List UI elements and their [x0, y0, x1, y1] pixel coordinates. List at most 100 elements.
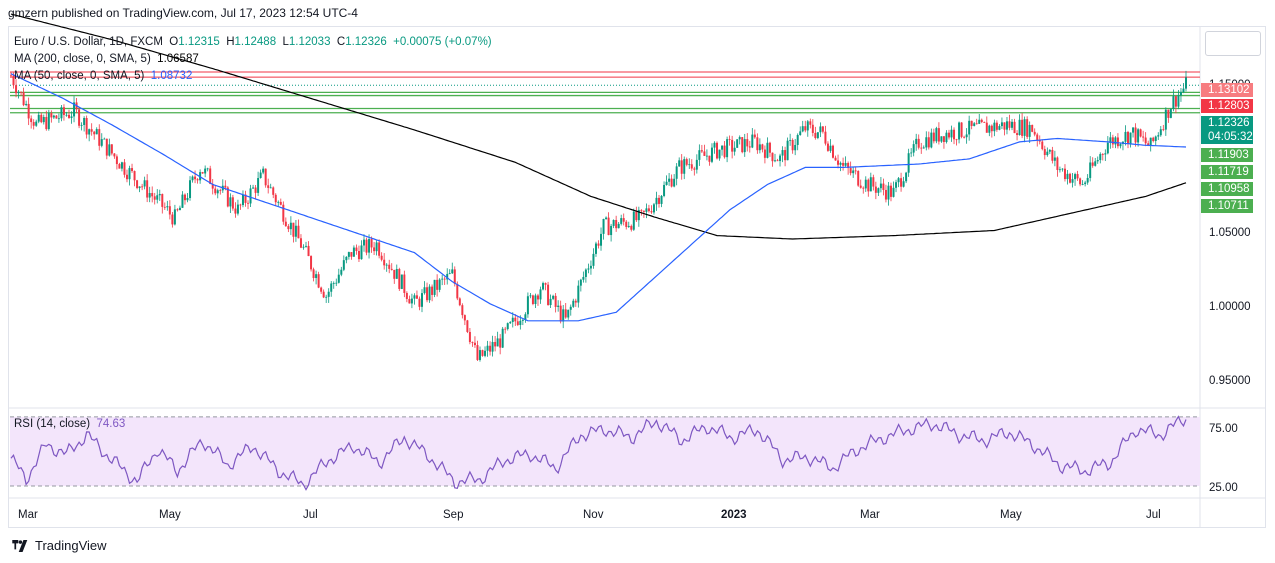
candle[interactable]	[940, 136, 943, 142]
candle[interactable]	[274, 194, 277, 203]
candle[interactable]	[388, 264, 391, 269]
candle[interactable]	[166, 206, 169, 208]
candle[interactable]	[627, 225, 630, 227]
candle[interactable]	[746, 139, 749, 147]
candle[interactable]	[206, 168, 209, 170]
candle[interactable]	[1116, 137, 1119, 147]
candle[interactable]	[446, 273, 449, 280]
candle[interactable]	[211, 183, 214, 189]
candle[interactable]	[726, 139, 729, 158]
candle[interactable]	[312, 269, 315, 278]
candle[interactable]	[915, 138, 918, 145]
candle[interactable]	[32, 122, 35, 126]
candle[interactable]	[481, 350, 484, 356]
candle[interactable]	[622, 218, 625, 222]
rsi-legend[interactable]: RSI (14, close) 74.63	[14, 416, 125, 432]
candle[interactable]	[115, 156, 118, 165]
candle[interactable]	[496, 338, 499, 347]
candle[interactable]	[125, 174, 128, 180]
candle[interactable]	[819, 126, 822, 133]
candle[interactable]	[1147, 143, 1150, 146]
candle[interactable]	[1119, 143, 1122, 147]
candle[interactable]	[57, 118, 60, 120]
candle[interactable]	[42, 116, 45, 123]
candle[interactable]	[113, 153, 116, 157]
candle[interactable]	[612, 220, 615, 226]
candle[interactable]	[390, 268, 393, 270]
candle[interactable]	[363, 239, 366, 246]
candle[interactable]	[738, 137, 741, 140]
candle[interactable]	[284, 221, 287, 227]
candle[interactable]	[872, 177, 875, 187]
candle[interactable]	[236, 204, 239, 214]
candle[interactable]	[299, 238, 302, 248]
candle[interactable]	[524, 314, 527, 320]
candle[interactable]	[1023, 119, 1026, 136]
candle[interactable]	[678, 160, 681, 167]
candle[interactable]	[141, 186, 144, 188]
candle[interactable]	[357, 250, 360, 260]
candle[interactable]	[801, 126, 804, 132]
candle[interactable]	[847, 162, 850, 169]
candle[interactable]	[80, 124, 83, 126]
candle[interactable]	[1124, 131, 1127, 142]
candle[interactable]	[196, 179, 199, 181]
candle[interactable]	[761, 144, 764, 150]
candle[interactable]	[953, 129, 956, 140]
candle[interactable]	[118, 164, 121, 169]
candle[interactable]	[784, 150, 787, 161]
candle[interactable]	[539, 289, 542, 300]
candle[interactable]	[257, 178, 260, 193]
candle[interactable]	[716, 142, 719, 159]
candle[interactable]	[816, 132, 819, 139]
candle[interactable]	[350, 252, 353, 257]
candle[interactable]	[443, 278, 446, 280]
candle[interactable]	[428, 286, 431, 301]
candle[interactable]	[186, 198, 189, 201]
candle[interactable]	[1169, 108, 1172, 118]
candle[interactable]	[297, 225, 300, 239]
candle[interactable]	[867, 179, 870, 192]
candle[interactable]	[685, 159, 688, 165]
candle[interactable]	[310, 256, 313, 270]
candle[interactable]	[794, 144, 797, 151]
candle[interactable]	[829, 145, 832, 151]
candle[interactable]	[983, 121, 986, 123]
candle[interactable]	[574, 300, 577, 303]
candle[interactable]	[466, 320, 469, 332]
candle[interactable]	[133, 171, 136, 181]
candle[interactable]	[958, 122, 961, 140]
candle[interactable]	[862, 187, 865, 189]
candle[interactable]	[1101, 154, 1104, 155]
candle[interactable]	[194, 176, 197, 180]
candle[interactable]	[690, 164, 693, 169]
candle[interactable]	[426, 287, 429, 301]
candle[interactable]	[947, 132, 950, 138]
candle[interactable]	[35, 121, 38, 126]
candle[interactable]	[789, 139, 792, 141]
candle[interactable]	[1182, 88, 1185, 92]
candle[interactable]	[642, 210, 645, 212]
candle[interactable]	[378, 242, 381, 256]
candle[interactable]	[52, 115, 55, 118]
candle[interactable]	[161, 194, 164, 207]
candle[interactable]	[831, 145, 834, 158]
candle[interactable]	[138, 186, 141, 189]
candle[interactable]	[733, 147, 736, 152]
candle[interactable]	[120, 162, 123, 169]
candle[interactable]	[1074, 174, 1077, 180]
candle[interactable]	[241, 194, 244, 206]
candle[interactable]	[420, 293, 423, 307]
candle[interactable]	[1086, 177, 1089, 183]
candle[interactable]	[592, 253, 595, 266]
candle[interactable]	[774, 160, 777, 162]
candle[interactable]	[269, 187, 272, 189]
candle[interactable]	[1144, 137, 1147, 144]
candle[interactable]	[814, 132, 817, 139]
candle[interactable]	[403, 274, 406, 293]
candle[interactable]	[216, 190, 219, 194]
candle[interactable]	[408, 298, 411, 304]
candle[interactable]	[549, 298, 552, 306]
candle[interactable]	[597, 243, 600, 246]
candle[interactable]	[889, 185, 892, 197]
